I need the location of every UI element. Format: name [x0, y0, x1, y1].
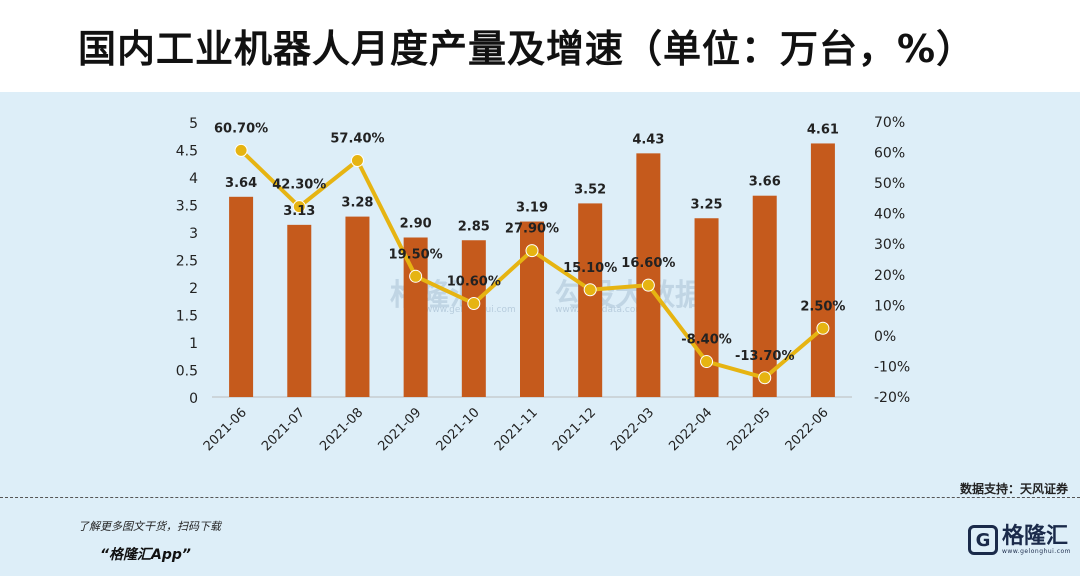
chart-area: 0 0.5 1 1.5 2 2.5 3 3.5 4 4.5 5 -20% -10% 0% 10% 20% 30%…: [0, 92, 1080, 492]
growth-data-label: 60.70%: [214, 121, 268, 136]
growth-point: [583, 283, 597, 297]
promo-text: 了解更多图文干货，扫码下载: [78, 520, 221, 533]
growth-point: [525, 244, 539, 258]
y-left-tick-label: 0.5: [176, 364, 198, 380]
growth-data-label: 42.30%: [272, 178, 326, 193]
y-left-tick-label: 4: [189, 171, 198, 187]
y-left-tick-label: 0: [189, 391, 198, 407]
y-right-tick-label: 30%: [874, 237, 905, 253]
growth-data-label: -13.70%: [735, 349, 795, 364]
bar: [345, 216, 370, 397]
y-left-tick-label: 4.5: [176, 144, 198, 160]
bar-data-label: 3.64: [225, 176, 257, 191]
growth-point: [816, 321, 830, 335]
growth-point: [234, 143, 248, 157]
bar: [229, 196, 254, 397]
bar-data-label: 2.90: [400, 217, 432, 232]
y-right-tick-label: 0%: [874, 329, 896, 345]
growth-data-label: 27.90%: [505, 222, 559, 237]
growth-point: [409, 269, 423, 283]
y-left-tick-label: 1.5: [176, 309, 198, 325]
logo-icon: G: [968, 525, 998, 555]
growth-data-label: 2.50%: [800, 299, 845, 314]
y-right-tick-label: 10%: [874, 298, 905, 314]
x-tick-label: 2021-11: [492, 405, 541, 454]
bar: [287, 224, 312, 397]
bar-data-label: 3.25: [691, 197, 723, 212]
bar: [461, 240, 486, 397]
x-tick-label: 2021-06: [201, 405, 250, 454]
y-left-tick-label: 2.5: [176, 254, 198, 270]
gelonghui-logo: G 格隆汇 www.gelonghui.com: [968, 520, 1071, 560]
y-right-tick-label: -20%: [874, 390, 910, 406]
growth-data-label: 15.10%: [563, 261, 617, 276]
x-tick-label: 2021-12: [550, 405, 599, 454]
y-right-tick-label: 20%: [874, 268, 905, 284]
bar: [636, 153, 661, 397]
growth-point: [292, 200, 306, 214]
bar-data-label: 3.19: [516, 201, 548, 216]
growth-data-label: 10.60%: [447, 275, 501, 290]
bar-data-label: 2.85: [458, 219, 490, 234]
growth-point: [641, 278, 655, 292]
x-tick-label: 2022-04: [666, 405, 715, 454]
bar-data-label: 4.61: [807, 122, 839, 137]
x-tick-label: 2021-08: [317, 405, 366, 454]
app-name: “格隆汇App”: [100, 547, 191, 563]
bar-data-label: 3.66: [749, 175, 781, 190]
x-tick-label: 2022-03: [608, 405, 657, 454]
chart-title: 国内工业机器人月度产量及增速（单位：万台，%）: [78, 27, 976, 71]
bar: [694, 218, 719, 397]
x-tick-label: 2021-07: [259, 405, 308, 454]
logo-url: www.gelonghui.com: [1002, 547, 1072, 555]
x-tick-label: 2022-05: [725, 405, 774, 454]
title-band: [0, 0, 1080, 92]
y-right-tick-label: 50%: [874, 176, 905, 192]
divider: [0, 497, 1080, 498]
y-left-tick-label: 3: [189, 226, 198, 242]
growth-point: [758, 371, 772, 385]
bar: [578, 203, 603, 397]
bar-data-label: 4.43: [632, 132, 664, 147]
bar-data-label: 3.52: [574, 182, 606, 197]
y-left-tick-label: 2: [189, 281, 198, 297]
bar-data-label: 3.28: [341, 196, 373, 211]
data-source: 数据支持：天风证券: [959, 482, 1068, 496]
x-tick-label: 2021-09: [375, 405, 424, 454]
bar: [752, 195, 777, 397]
growth-point: [700, 355, 714, 369]
growth-data-label: 57.40%: [330, 132, 384, 147]
x-tick-label: 2022-06: [783, 405, 832, 454]
bar: [810, 143, 835, 397]
x-tick-label: 2021-10: [434, 405, 483, 454]
growth-point: [350, 154, 364, 167]
growth-data-label: 19.50%: [389, 247, 443, 262]
growth-point: [467, 297, 481, 310]
y-left-tick-label: 1: [189, 336, 198, 352]
y-left-tick-label: 3.5: [176, 199, 198, 215]
logo-text: 格隆汇: [1002, 523, 1069, 549]
growth-data-label: -8.40%: [681, 333, 732, 348]
y-left-tick-label: 5: [189, 116, 198, 132]
chart-svg: 0 0.5 1 1.5 2 2.5 3 3.5 4 4.5 5 -20% -10% 0% 10% 20% 30%…: [176, 115, 910, 454]
growth-data-label: 16.60%: [621, 256, 675, 271]
y-right-tick-label: -10%: [874, 359, 910, 375]
y-right-tick-label: 70%: [874, 115, 905, 131]
y-right-tick-label: 40%: [874, 207, 905, 223]
bar-data-label: 3.13: [283, 204, 315, 219]
y-right-tick-label: 60%: [874, 146, 905, 162]
